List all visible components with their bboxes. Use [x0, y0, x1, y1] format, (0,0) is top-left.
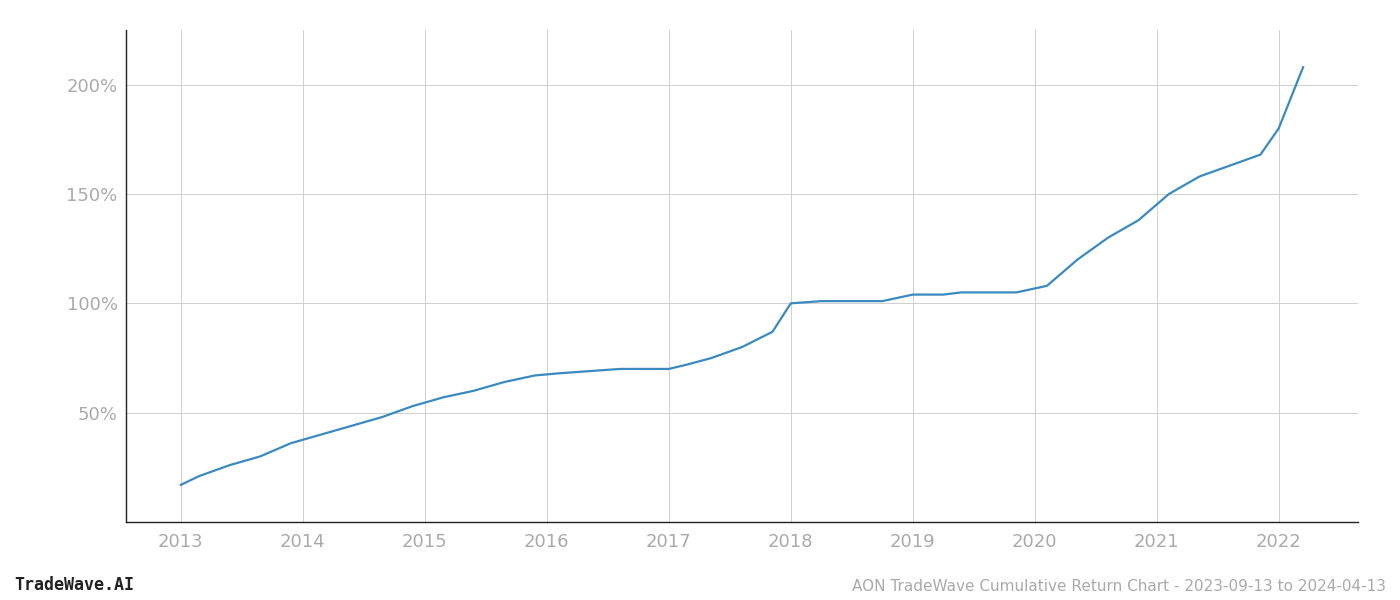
- Text: TradeWave.AI: TradeWave.AI: [14, 576, 134, 594]
- Text: AON TradeWave Cumulative Return Chart - 2023-09-13 to 2024-04-13: AON TradeWave Cumulative Return Chart - …: [853, 579, 1386, 594]
